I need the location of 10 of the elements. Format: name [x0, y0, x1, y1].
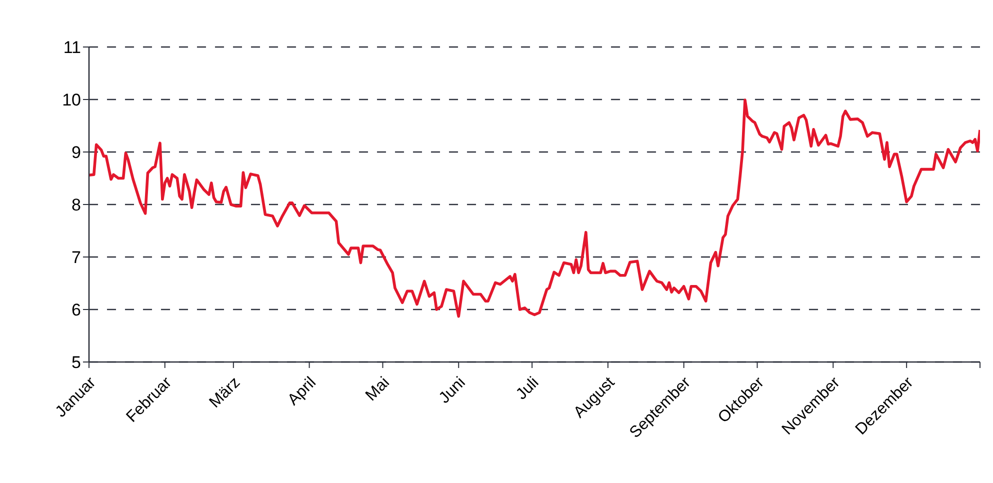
y-tick-label: 8 — [72, 196, 81, 215]
y-tick-label: 7 — [72, 248, 81, 268]
y-tick-label: 6 — [72, 300, 81, 320]
y-tick-label: 5 — [72, 353, 81, 372]
y-tick-label: 11 — [63, 38, 81, 58]
x-tick-label: Juli — [513, 374, 542, 404]
y-tick-label: 9 — [72, 143, 81, 162]
x-tick-label: Mai — [362, 374, 393, 404]
x-tick-label: Juni — [436, 374, 469, 407]
y-tick-label: 10 — [62, 90, 81, 110]
